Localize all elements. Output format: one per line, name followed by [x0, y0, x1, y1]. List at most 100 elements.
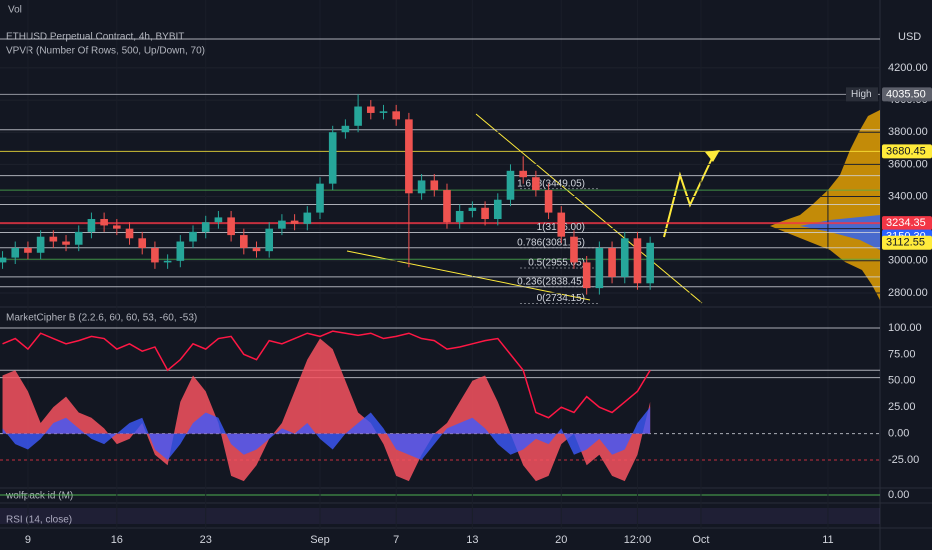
- price-label-box: [882, 235, 932, 250]
- candle-body: [417, 180, 426, 194]
- candle-body: [481, 207, 489, 220]
- candle-body: [0, 257, 7, 263]
- price-label: 3234.35: [886, 217, 926, 229]
- y-tick-label: 3800.00: [888, 126, 928, 138]
- candle-body: [125, 228, 134, 239]
- candle-body: [493, 199, 502, 220]
- candle-body: [582, 262, 591, 289]
- candle-body: [138, 238, 147, 248]
- candle-body: [227, 217, 235, 236]
- x-tick-label: Oct: [692, 534, 709, 546]
- candle-body: [354, 106, 362, 126]
- fib-label: 0.236(2838.45): [517, 276, 585, 287]
- indicator-label: VPVR (Number Of Rows, 500, Up/Down, 70): [6, 46, 205, 57]
- pane-title: RSI (14, close): [6, 515, 72, 526]
- price-label: 4035.50: [886, 88, 926, 100]
- candle-body: [278, 220, 286, 229]
- y-tick-label: 4200.00: [888, 62, 928, 74]
- y-tick-label: 2800.00: [888, 287, 928, 299]
- fib-label: 0.786(3081.45): [517, 237, 585, 248]
- price-label: 3680.45: [886, 145, 926, 157]
- candle-body: [328, 132, 337, 184]
- x-tick-label: Sep: [310, 534, 330, 546]
- candle-body: [366, 106, 375, 113]
- candle-body: [455, 210, 464, 223]
- candle-body: [443, 190, 451, 223]
- fib-label: 0.5(2955.05): [528, 258, 585, 269]
- candle-body: [11, 247, 20, 258]
- candle-body: [87, 219, 96, 232]
- candle-body: [379, 111, 388, 113]
- candle-body: [532, 177, 540, 191]
- y-tick-label: 3600.00: [888, 158, 928, 170]
- candle-body: [646, 242, 654, 284]
- x-tick-label: 23: [200, 534, 212, 546]
- x-tick-label: 11: [822, 534, 833, 546]
- high-box: [846, 87, 878, 102]
- candle-body: [620, 238, 629, 277]
- candle-body: [405, 119, 413, 194]
- y-tick-label: 0.00: [888, 428, 909, 440]
- candle-body: [214, 217, 223, 223]
- x-tick-label: 9: [25, 534, 31, 546]
- candle-body: [557, 212, 566, 237]
- candle-body: [430, 180, 439, 191]
- trendline: [475, 113, 703, 304]
- candle-body: [290, 220, 299, 224]
- candle-body: [176, 241, 185, 261]
- candle-body: [62, 241, 70, 245]
- candle-body: [608, 247, 616, 277]
- pane-title: MarketCipher B (2.2.6, 60, 60, 53, -60, …: [6, 313, 197, 324]
- y-tick-label: 100.00: [888, 322, 922, 334]
- x-tick-label: 12:00: [624, 534, 652, 546]
- candle-body: [303, 212, 312, 224]
- candle-body: [201, 222, 210, 232]
- candle-body: [240, 235, 248, 248]
- x-tick-label: 7: [393, 534, 399, 546]
- pane-title: wolfpack id (M): [5, 491, 73, 502]
- arrow-head: [705, 150, 720, 162]
- candle-body: [24, 247, 32, 253]
- candle-body: [36, 236, 45, 253]
- candle-body: [519, 170, 527, 178]
- candle-body: [316, 183, 324, 213]
- wave-area: [2, 407, 651, 461]
- candle-body: [151, 247, 159, 263]
- candle-body: [252, 247, 261, 252]
- candle-body: [74, 231, 83, 245]
- fib-label: 0(2734.15): [537, 293, 585, 304]
- candle-body: [189, 231, 197, 242]
- candle-body: [570, 236, 578, 263]
- candle-body: [341, 125, 350, 133]
- x-tick-label: 13: [466, 534, 478, 546]
- candle-body: [544, 190, 553, 213]
- y-tick-label: 50.00: [888, 375, 916, 387]
- price-label: 3112.55: [886, 237, 925, 249]
- rsi-band: [0, 508, 880, 524]
- indicator-label: Vol: [8, 5, 22, 16]
- y-tick-label: 3000.00: [888, 255, 928, 267]
- high-label: High: [851, 89, 872, 100]
- x-tick-label: 20: [555, 534, 567, 546]
- candle-body: [595, 247, 604, 289]
- candle-body: [113, 225, 121, 229]
- wave-line: [2, 330, 651, 419]
- y-tick-label: 3400.00: [888, 190, 928, 202]
- price-label-box: [882, 87, 932, 102]
- candle-body: [49, 236, 58, 242]
- y-tick-label: 25.00: [888, 401, 916, 413]
- chart-title: ETHUSD Perpetual Contract, 4h, BYBIT: [6, 32, 184, 43]
- candle-body: [506, 170, 515, 200]
- candle-body: [392, 111, 400, 120]
- y-tick-label: 0.00: [888, 489, 909, 501]
- price-label-box: [882, 216, 932, 231]
- currency: USD: [898, 31, 921, 43]
- x-tick-label: 16: [111, 534, 123, 546]
- candle-body: [633, 238, 642, 284]
- candle-body: [468, 207, 477, 211]
- y-tick-label: 75.00: [888, 348, 916, 360]
- candle-body: [265, 228, 274, 252]
- price-label-box: [882, 144, 932, 159]
- fib-label: 1.618(3449.05): [517, 178, 585, 189]
